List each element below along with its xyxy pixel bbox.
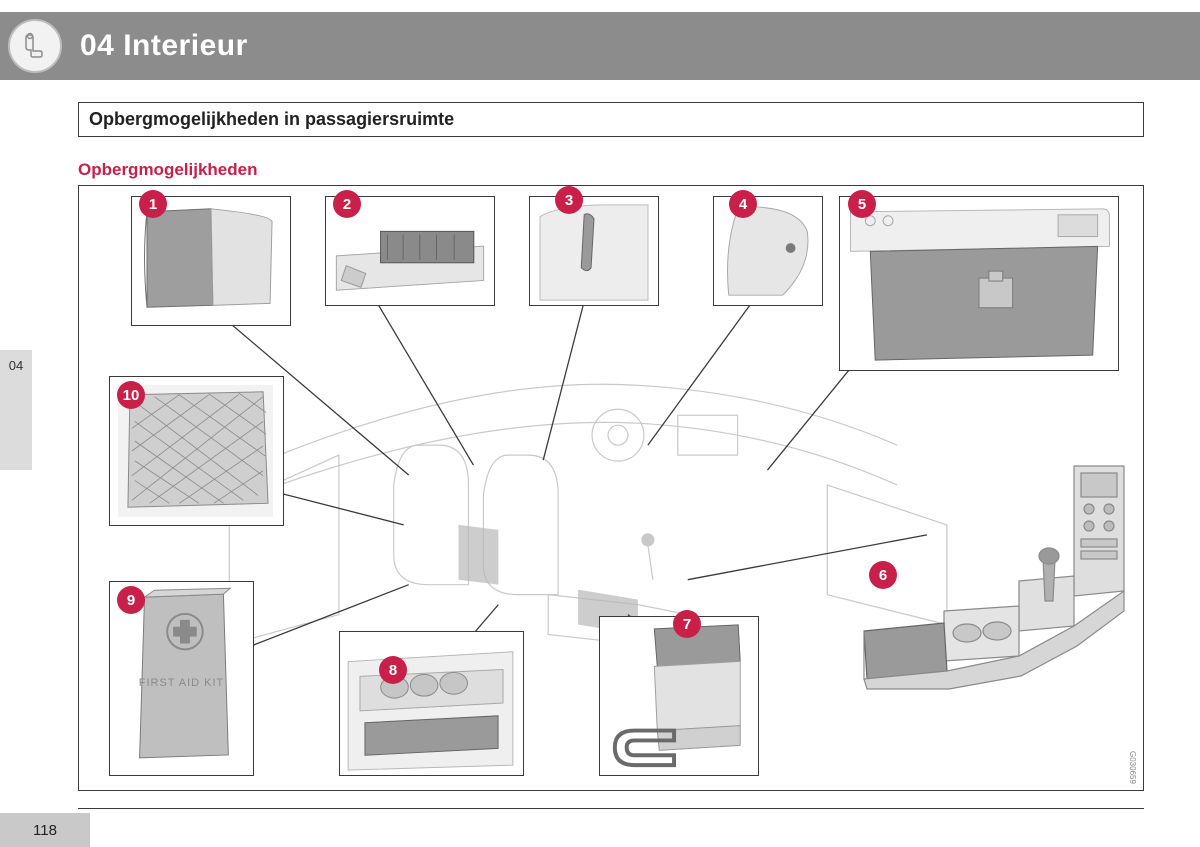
callout-cup-holders [339, 631, 524, 776]
callout-seat-handle [529, 196, 659, 306]
section-title: Opbergmogelijkheden [78, 160, 257, 180]
chapter-name: Interieur [123, 29, 248, 62]
callout-glovebox [839, 196, 1119, 371]
callout-armrest [599, 616, 759, 776]
page-number-value: 118 [33, 822, 57, 839]
callout-dash-compartment [713, 196, 823, 306]
badge-10: 10 [117, 381, 145, 409]
badge-9: 9 [117, 586, 145, 614]
first-aid-label: FIRST AID KIT [110, 677, 253, 689]
badge-5: 5 [848, 190, 876, 218]
badge-6: 6 [869, 561, 897, 589]
page-number: 118 [0, 813, 90, 847]
chapter-header: 04 Interieur [0, 12, 1200, 80]
footer-rule [78, 808, 1144, 809]
badge-3: 3 [555, 186, 583, 214]
image-id: G030659 [1128, 751, 1137, 784]
chapter-number: 04 [80, 29, 114, 62]
badge-2: 2 [333, 190, 361, 218]
badge-1: 1 [139, 190, 167, 218]
chapter-side-tab: 04 [0, 350, 32, 470]
badge-4: 4 [729, 190, 757, 218]
subheader-box: Opbergmogelijkheden in passagiersruimte [78, 102, 1144, 137]
side-tab-number: 04 [9, 358, 23, 373]
chapter-title: 04 Interieur [80, 29, 248, 63]
seat-icon [8, 19, 62, 73]
diagram: 1 2 3 4 [78, 185, 1144, 791]
subheader-text: Opbergmogelijkheden in passagiersruimte [89, 109, 1133, 130]
badge-8: 8 [379, 656, 407, 684]
badge-7: 7 [673, 610, 701, 638]
